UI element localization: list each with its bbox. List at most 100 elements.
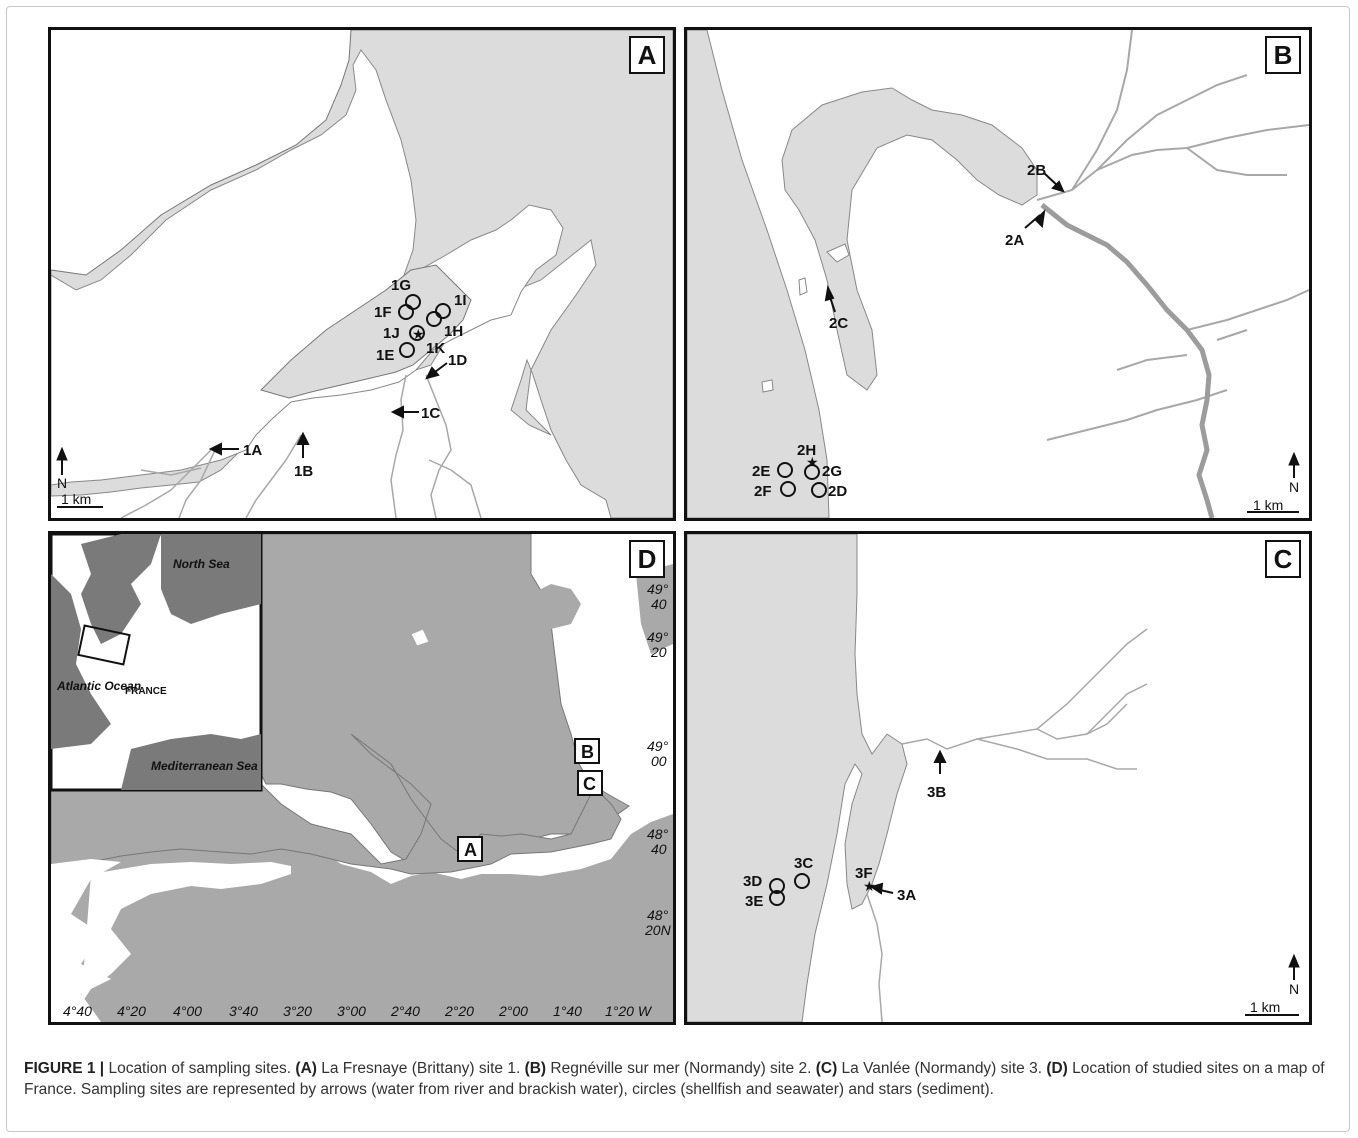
site-arrows: [208, 362, 448, 458]
inset-atlantic: [51, 574, 111, 749]
site-circle-1f: [398, 304, 414, 320]
lat-label-4840: 48°: [647, 826, 669, 842]
lat-label-4820: 48°: [647, 907, 669, 923]
panel-letter-c: C: [1265, 540, 1301, 578]
site-label-2b: 2B: [1027, 162, 1046, 179]
site-label-3f: 3F: [855, 865, 873, 882]
panel-c-map: ★ 3B 3C 3F 3D 3A 3E N 1 km C: [684, 531, 1312, 1025]
box-label-c: C: [583, 774, 596, 794]
box-label-a: A: [464, 840, 477, 860]
lat-label-4900b: 00: [651, 753, 667, 769]
lat-label-4900: 49°: [647, 738, 669, 754]
site-label-1b: 1B: [294, 463, 313, 480]
panel-b-map: ★ 2B 2A 2C 2H 2E 2G 2F 2D N 1 km B: [684, 27, 1312, 521]
lon-label: 4°40: [63, 1003, 92, 1019]
lon-label: 3°40: [229, 1003, 258, 1019]
site-circle-3e: [769, 890, 785, 906]
scale-label: 1 km: [1253, 497, 1283, 513]
caption-a-label: (A): [295, 1060, 317, 1077]
lon-axis: 4°40 4°20 4°00 3°40 3°20 3°00 2°40 2°20 …: [63, 1003, 653, 1019]
caption-a-text: La Fresnaye (Brittany) site 1.: [316, 1060, 525, 1077]
panel-letter-a: A: [629, 36, 665, 74]
site-circle-3d: [769, 878, 785, 894]
lat-label-4920b: 20: [650, 644, 667, 660]
site-circle-1i: [435, 303, 451, 319]
north-sea-area: [51, 30, 351, 275]
lower-white: [81, 862, 291, 1004]
site-circle-2e: [777, 462, 793, 478]
site-circle-1j: [409, 325, 425, 341]
north-arrow: [1288, 953, 1300, 980]
inset-med: [121, 734, 261, 790]
site-label-2e: 2E: [752, 463, 770, 480]
north-label: N: [1289, 981, 1299, 997]
site-label-1k: 1K: [426, 340, 445, 357]
site-label-1c: 1C: [421, 405, 440, 422]
inset-north-sea: [161, 534, 261, 624]
site-markers: [777, 462, 827, 498]
inset-label-atlantic: Atlantic Ocean: [56, 679, 141, 693]
rivers: [1036, 30, 1309, 441]
land-mass: [260, 534, 630, 865]
site-circle-3c: [794, 873, 810, 889]
site-label-3e: 3E: [745, 893, 763, 910]
site-label-2d: 2D: [828, 483, 847, 500]
main-river: [1040, 203, 1215, 518]
site-label-1j: 1J: [383, 325, 400, 342]
inset-uk: [81, 534, 161, 644]
site-markers: [769, 873, 810, 906]
north-arrow: [1288, 451, 1300, 478]
lon-label: 1°20 W: [605, 1003, 653, 1019]
box-label-b: B: [581, 742, 594, 762]
site-boxes: [457, 738, 603, 862]
site-circle-2f: [780, 481, 796, 497]
coastline: [51, 30, 352, 276]
site-label-2c: 2C: [829, 315, 848, 332]
lon-label: 2°00: [498, 1003, 528, 1019]
lat-label-4940b: 40: [651, 596, 667, 612]
site-label-2f: 2F: [754, 483, 772, 500]
lon-label: 2°40: [390, 1003, 420, 1019]
caption-c-label: (C): [815, 1060, 838, 1077]
site-circle-1h: [426, 311, 442, 327]
site-label-3b: 3B: [927, 784, 946, 801]
site-label-1a: 1A: [243, 442, 262, 459]
caption-b-label: (B): [524, 1060, 547, 1077]
site-star-2h: ★: [806, 454, 819, 470]
sea-area: [687, 534, 908, 1022]
site-label-3c: 3C: [794, 855, 813, 872]
island-1: [826, 243, 850, 263]
normandy-right: [531, 584, 581, 629]
inset-study-area: [77, 624, 131, 666]
site-label-2g: 2G: [822, 463, 842, 480]
lon-label: 4°20: [117, 1003, 146, 1019]
inset-label-north-sea: North Sea: [173, 557, 230, 571]
lat-label-4940: 49°: [647, 581, 669, 597]
site-label-1f: 1F: [374, 304, 392, 321]
site-circle-1e: [399, 342, 415, 358]
island-3: [761, 379, 774, 393]
lon-label: 4°00: [173, 1003, 202, 1019]
site-star-1j: ★: [412, 326, 425, 342]
sea-area: [687, 30, 830, 518]
inset-label-med: Mediterranean Sea: [151, 759, 258, 773]
site-circle-2d: [811, 482, 827, 498]
caption-c-text: La Vanlée (Normandy) site 3.: [837, 1060, 1047, 1077]
figure-frame: [6, 6, 1350, 1132]
caption-d-label: (D): [1046, 1060, 1068, 1077]
bay-area: [781, 87, 1038, 391]
lon-label: 3°20: [283, 1003, 312, 1019]
lon-label: 3°00: [337, 1003, 366, 1019]
north-label: N: [1289, 479, 1299, 495]
site-arrows: [869, 749, 947, 895]
caption-b-text: Regnéville sur mer (Normandy) site 2.: [546, 1060, 816, 1077]
lon-label: 1°40: [553, 1003, 582, 1019]
caption-d-text: Location of studied sites on a map of Fr…: [24, 1060, 1325, 1098]
site-label-1d: 1D: [448, 352, 467, 369]
island-2: [798, 277, 808, 296]
panel-letter-b: B: [1265, 36, 1301, 74]
figure-caption: FIGURE 1 | Location of sampling sites. (…: [24, 1058, 1334, 1100]
site-label-1g: 1G: [391, 277, 411, 294]
site-label-1i: 1I: [454, 292, 467, 309]
site-star-3f: ★: [863, 878, 876, 894]
